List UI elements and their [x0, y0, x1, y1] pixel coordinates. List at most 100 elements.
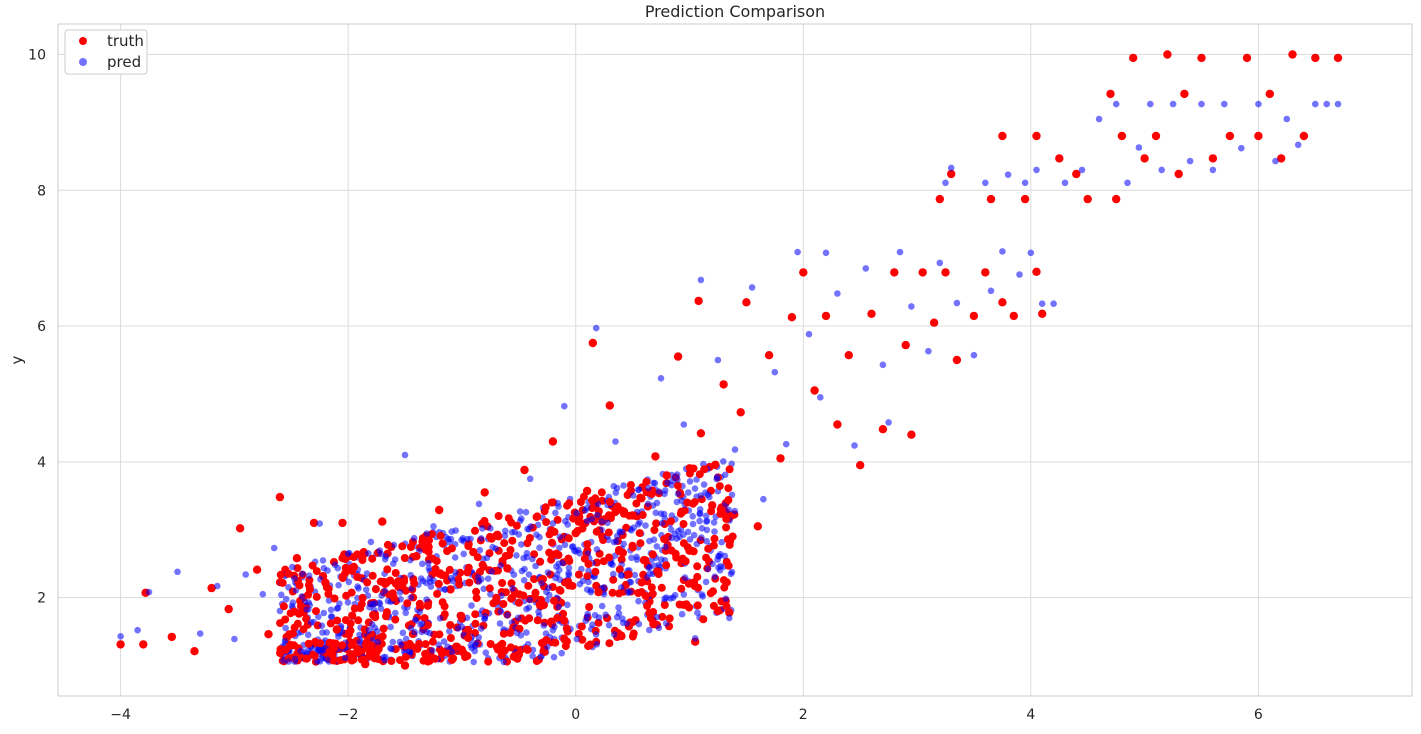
cloud-point-truth [724, 484, 733, 493]
cloud-point-truth [724, 561, 733, 570]
x-tick-label: 0 [571, 707, 580, 723]
scatter-point-truth [560, 616, 569, 625]
cloud-point-truth [671, 549, 680, 558]
cloud-point-truth [720, 583, 729, 592]
cloud-point-truth [447, 544, 456, 553]
cloud-point-pred [319, 647, 327, 654]
scatter-point-pred [384, 597, 392, 605]
cloud-point-truth [374, 645, 383, 653]
scatter-point-pred [242, 571, 249, 578]
cloud-point-truth [295, 609, 303, 618]
cloud-point-pred [298, 593, 306, 600]
scatter-point-pred [862, 265, 870, 272]
scatter-point-pred [600, 584, 608, 591]
cloud-point-pred [484, 575, 492, 582]
cloud-point-truth [316, 639, 325, 648]
scatter-point-truth [998, 131, 1007, 141]
cloud-point-truth [276, 570, 285, 579]
cloud-point-truth [472, 587, 481, 596]
cloud-point-truth [499, 629, 508, 638]
y-tick-label: 6 [37, 319, 46, 335]
scatter-point-truth [1112, 194, 1121, 204]
scatter-point-truth [435, 505, 444, 515]
cloud-point-pred [646, 626, 653, 634]
scatter-point-pred [703, 537, 710, 545]
cloud-point-truth [635, 529, 644, 538]
scatter-point-truth [764, 351, 774, 360]
scatter-point-pred [646, 563, 653, 571]
cloud-point-truth [508, 536, 517, 545]
scatter-point-pred [441, 586, 449, 593]
scatter-point-truth [207, 583, 216, 593]
cloud-point-truth [536, 557, 545, 566]
scatter-point-pred [1312, 100, 1319, 108]
cloud-point-pred [584, 610, 591, 618]
cloud-point-truth [329, 656, 338, 665]
cloud-point-truth [629, 629, 638, 638]
scatter-point-pred [1050, 300, 1057, 308]
scatter-point-truth [400, 661, 410, 670]
cloud-point-pred [458, 536, 465, 544]
cloud-point-pred [327, 613, 335, 620]
cloud-point-truth [338, 574, 347, 582]
scatter-point-pred [1016, 271, 1023, 278]
cloud-point-truth [716, 505, 725, 514]
cloud-point-truth [650, 526, 659, 535]
cloud-point-pred [410, 534, 418, 542]
scatter-point-truth [349, 562, 358, 572]
scatter-point-pred [583, 504, 591, 512]
cloud-point-pred [689, 520, 697, 528]
cloud-point-pred [558, 649, 565, 657]
scatter-point-pred [1124, 179, 1131, 187]
scatter-point-truth [469, 547, 478, 557]
cloud-point-pred [702, 512, 710, 520]
scatter-point-pred [691, 635, 699, 642]
scatter-point-pred [430, 523, 437, 530]
scatter-point-pred [1147, 100, 1154, 108]
scatter-point-truth [981, 268, 990, 277]
scatter-point-pred [782, 440, 790, 448]
cloud-point-pred [368, 621, 376, 628]
cloud-point-truth [471, 619, 480, 628]
legend[interactable]: truth pred [64, 29, 148, 75]
cloud-point-pred [711, 573, 719, 580]
cloud-point-truth [485, 584, 494, 593]
cloud-point-truth [609, 575, 618, 584]
cloud-point-truth [507, 518, 516, 527]
cloud-point-truth [645, 609, 654, 618]
cloud-point-pred [315, 613, 322, 620]
cloud-point-truth [293, 564, 302, 573]
legend-marker-truth [79, 37, 87, 45]
scatter-point-truth [890, 268, 899, 277]
cloud-point-truth [637, 578, 646, 587]
cloud-point-pred [501, 532, 509, 539]
cloud-point-truth [302, 614, 311, 623]
cloud-point-pred [411, 628, 418, 636]
cloud-point-pred [444, 643, 451, 650]
cloud-point-pred [417, 575, 425, 582]
cloud-point-truth [535, 600, 544, 609]
scatter-point-pred [196, 630, 204, 637]
scatter-point-truth [321, 578, 330, 587]
scatter-point-pred [1255, 100, 1262, 108]
scatter-point-truth [833, 420, 842, 429]
cloud-point-pred [526, 596, 534, 604]
cloud-point-truth [379, 624, 388, 633]
cloud-point-truth [608, 588, 617, 597]
cloud-point-truth [615, 565, 624, 574]
cloud-point-truth [342, 591, 351, 600]
cloud-point-pred [487, 525, 494, 532]
cloud-point-truth [496, 641, 505, 650]
scatter-point-truth [281, 645, 290, 654]
cloud-point-pred [536, 544, 543, 551]
cloud-point-pred [610, 570, 617, 578]
cloud-point-truth [438, 571, 446, 579]
scatter-point-truth [167, 632, 176, 642]
cloud-point-pred [721, 471, 729, 479]
cloud-point-truth [431, 565, 440, 573]
scatter-point-truth [446, 585, 455, 594]
cloud-point-pred [620, 540, 627, 548]
cloud-point-pred [671, 530, 678, 538]
y-tick-label: 8 [37, 183, 46, 199]
scatter-point-truth [787, 313, 797, 322]
